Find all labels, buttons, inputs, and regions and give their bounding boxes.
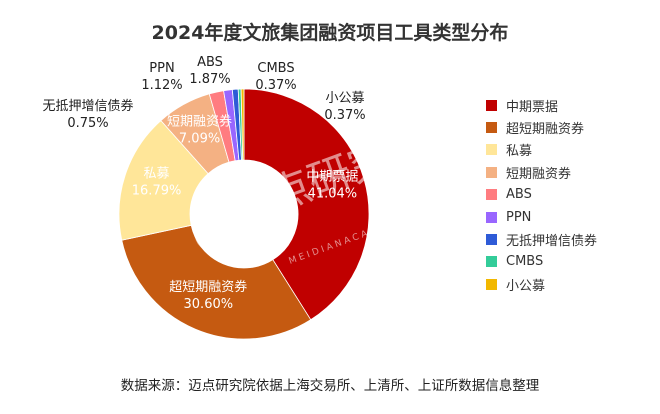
slice-label-name-8: 小公募 bbox=[325, 91, 364, 106]
legend-swatch-6 bbox=[486, 234, 497, 246]
slice-label-name-6: 无抵押增信债券 bbox=[42, 98, 133, 114]
slice-label-value-8: 0.37% bbox=[324, 108, 365, 123]
slice-label-value-5: 1.12% bbox=[141, 78, 182, 93]
slice-label-name-4: ABS bbox=[197, 55, 223, 70]
slice-2 bbox=[118, 120, 209, 241]
legend-swatch-4 bbox=[486, 189, 497, 201]
legend-label-2: 私募 bbox=[506, 144, 533, 160]
legend-label-7: CMBS bbox=[506, 254, 544, 270]
source-note: 数据来源：迈点研究院依据上海交易所、上清所、上证所数据信息整理 bbox=[120, 378, 540, 394]
slice-label-value-6: 0.75% bbox=[67, 116, 108, 131]
legend-label-4: ABS bbox=[506, 187, 532, 203]
slice-label-name-3: 短期融资券 bbox=[167, 113, 232, 129]
legend-label-5: PPN bbox=[506, 209, 532, 225]
legend: 中期票据超短期融资券 私募短期融资券 ABS PPN 无抵押增信债券 CMBS 小公募 bbox=[486, 94, 597, 296]
slice-label-value-7: 0.37% bbox=[255, 78, 296, 93]
legend-swatch-8 bbox=[486, 278, 497, 290]
slice-label-value-3: 7.09% bbox=[179, 131, 220, 146]
slice-label-name-7: CMBS bbox=[257, 61, 294, 76]
legend-item-6: 无抵押增信债券 bbox=[486, 228, 597, 250]
slice-label-name-2: 私募 bbox=[144, 166, 170, 181]
legend-swatch-1 bbox=[486, 122, 497, 134]
slice-label-name-0: 中期票据 bbox=[306, 169, 358, 184]
legend-swatch-0 bbox=[486, 99, 497, 111]
watermark-logo bbox=[194, 213, 234, 253]
legend-item-8: 小公募 bbox=[486, 273, 597, 295]
legend-item-0: 中期票据 bbox=[486, 94, 597, 116]
slice-label-name-1: 超短期融资券 bbox=[169, 279, 247, 295]
legend-swatch-2 bbox=[486, 144, 497, 156]
legend-swatch-3 bbox=[486, 166, 497, 178]
legend-item-2: 私募 bbox=[486, 139, 597, 161]
legend-label-8: 小公募 bbox=[506, 278, 546, 294]
legend-swatch-7 bbox=[486, 256, 497, 268]
chart-title: 2024年度文旅集团融资项目工具类型分布 bbox=[151, 22, 509, 44]
slice-label-value-2: 16.79% bbox=[132, 183, 182, 198]
legend-item-5: PPN bbox=[486, 206, 597, 228]
slice-label-value-4: 1.87% bbox=[189, 72, 230, 87]
legend-item-3: 短期融资券 bbox=[486, 161, 597, 183]
legend-label-1: 超短期融资券 bbox=[506, 122, 585, 138]
legend-swatch-5 bbox=[486, 211, 497, 223]
slice-0 bbox=[243, 88, 370, 321]
legend-label-0: 中期票据 bbox=[506, 99, 559, 115]
slice-8 bbox=[240, 88, 245, 161]
legend-item-4: ABS bbox=[486, 184, 597, 206]
legend-item-7: CMBS bbox=[486, 251, 597, 273]
legend-item-1: 超短期融资券 bbox=[486, 116, 597, 138]
legend-label-3: 短期融资券 bbox=[506, 166, 572, 182]
slice-label-value-1: 30.60% bbox=[184, 297, 234, 312]
slice-label-value-0: 41.04% bbox=[308, 186, 358, 201]
legend-label-6: 无抵押增信债券 bbox=[506, 234, 598, 250]
slice-label-name-5: PPN bbox=[149, 61, 174, 76]
slice-1 bbox=[121, 224, 312, 340]
